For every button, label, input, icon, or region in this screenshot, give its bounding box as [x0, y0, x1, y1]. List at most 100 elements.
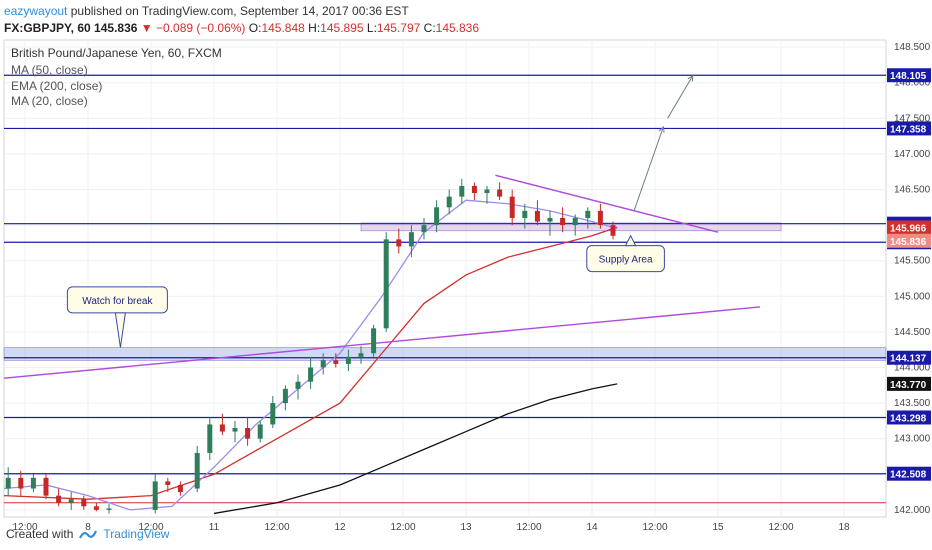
y-tick-label: 147.000: [894, 149, 931, 160]
last-price: 145.836: [94, 21, 138, 35]
price-tag-bg: [887, 220, 931, 235]
x-tick-label: 12:00: [516, 522, 541, 533]
low-value: 145.797: [376, 21, 421, 35]
candle-body: [165, 481, 171, 485]
indicator-series: [3, 199, 618, 515]
callout-tail: [114, 312, 126, 348]
level-tag-bg: [887, 121, 931, 136]
x-tick-label: 14: [586, 522, 598, 533]
arrow-head: [687, 74, 694, 82]
legend-title: British Pound/Japanese Yen, 60, FXCM: [11, 46, 222, 60]
trendlines: [3, 174, 761, 379]
symbol-label: FX:GBPJPY, 60: [4, 21, 91, 35]
candle-body: [585, 210, 591, 218]
tradingview-brand[interactable]: TradingView: [103, 527, 170, 541]
level-tag: 148.105: [890, 71, 927, 82]
callout-text: Watch for break: [82, 296, 153, 307]
down-arrow-icon: ▼: [140, 21, 153, 35]
candle-body: [106, 508, 112, 510]
y-tick-label: 143.000: [894, 434, 931, 445]
callout-text: Supply Area: [599, 255, 653, 266]
open-value: 145.848: [261, 21, 305, 35]
candle-body: [270, 403, 276, 425]
candle-body: [194, 452, 200, 489]
price-axis[interactable]: 142.000142.500143.000143.500144.000144.5…: [887, 42, 931, 516]
series-line: [3, 199, 618, 511]
candle-body: [207, 424, 213, 453]
plot-frame: [3, 39, 887, 518]
candle-body: [610, 225, 616, 236]
high-label: H:: [308, 21, 321, 35]
publish-line: eazywayout published on TradingView.com,…: [4, 4, 409, 18]
x-tick-label: 12:00: [12, 522, 37, 533]
candle-body: [152, 481, 158, 510]
quote-line: FX:GBPJPY, 60 145.836 ▼ −0.089 (−0.06%) …: [4, 21, 479, 35]
close-label: C:: [423, 21, 436, 35]
low-label: L:: [366, 21, 377, 35]
y-tick-label: 144.500: [894, 327, 931, 338]
candle-body: [345, 356, 351, 364]
price-tag: 145.836: [890, 237, 927, 248]
level-tag-bg: [887, 410, 931, 425]
arrow-line: [633, 126, 664, 212]
price-tag: 143.770: [890, 380, 927, 391]
x-tick-label: 12:00: [642, 522, 667, 533]
candle-body: [572, 217, 578, 226]
candle-body: [177, 484, 183, 493]
author-link[interactable]: eazywayout: [4, 4, 68, 18]
candle-body: [547, 217, 553, 222]
legend: British Pound/Japanese Yen, 60, FXCM MA …: [11, 46, 222, 108]
level-tag: 143.298: [890, 413, 927, 424]
y-tick-label: 144.000: [894, 362, 931, 373]
candle-body: [43, 477, 49, 496]
zone-break: [3, 347, 887, 361]
candle-body: [30, 477, 36, 489]
candle-body: [446, 196, 452, 208]
tradingview-logo-icon: [79, 530, 98, 539]
level-tag-bg: [887, 466, 931, 481]
candle-body: [68, 499, 74, 503]
candle-body: [257, 424, 263, 439]
candle-body: [358, 353, 364, 357]
close-value: 145.836: [435, 21, 480, 35]
callout-tail: [624, 234, 637, 247]
time-axis[interactable]: 12:00 8 12:00 11 12:00 12 12:00 13 12:00 14 12:00 1…: [12, 522, 850, 533]
x-tick-label: 15: [712, 522, 724, 533]
y-tick-label: 142.000: [894, 505, 931, 516]
candle-body: [383, 239, 389, 329]
x-tick-label: 11: [209, 522, 220, 533]
legend-ema200: EMA (200, close): [11, 79, 102, 93]
level-tag-bg: [887, 68, 931, 83]
annotations: Watch for break Supply Area: [66, 234, 665, 348]
series-line: [3, 226, 618, 500]
candlesticks: [5, 178, 616, 514]
x-tick-label: 18: [838, 522, 850, 533]
y-tick-label: 148.000: [894, 78, 931, 89]
candle-body: [5, 477, 11, 489]
series-line: [213, 383, 618, 515]
level-tag: 144.137: [890, 354, 927, 365]
candle-body: [333, 360, 339, 364]
projection-arrows: [633, 74, 694, 212]
trendline-descending: [495, 174, 719, 233]
candle-body: [219, 424, 225, 432]
candle-body: [421, 225, 427, 233]
footer: Created with TradingView: [6, 527, 169, 541]
candle-body: [509, 196, 515, 218]
y-tick-label: 148.500: [894, 42, 931, 53]
candle-body: [308, 367, 314, 382]
candle-body: [396, 239, 402, 247]
candle-body: [484, 189, 490, 194]
legend-ma50: MA (50, close): [11, 63, 88, 77]
x-tick-label: 12:00: [264, 522, 289, 533]
candle-body: [597, 210, 603, 226]
candle-body: [371, 328, 377, 354]
level-tag-bg: [887, 350, 931, 365]
candle-body: [497, 189, 503, 197]
level-tag: 147.358: [890, 124, 927, 135]
price-tag-bg: [887, 233, 931, 248]
grid: [4, 40, 886, 517]
candle-body: [245, 428, 251, 439]
